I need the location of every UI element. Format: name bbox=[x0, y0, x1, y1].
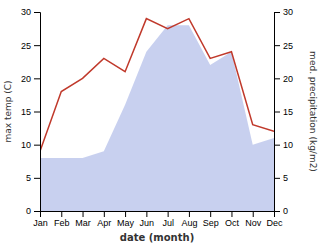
tick-label: 0 bbox=[283, 206, 288, 216]
tick: May bbox=[117, 211, 135, 228]
marks bbox=[40, 19, 274, 211]
tick-label: 10 bbox=[283, 140, 293, 150]
tick-label: Nov bbox=[245, 218, 262, 228]
tick-mark bbox=[34, 12, 40, 13]
tick-mark bbox=[125, 211, 126, 217]
tick-label: Aug bbox=[181, 218, 197, 228]
y2-axis-title: med. precipitation (kg/m2) bbox=[308, 51, 318, 172]
tick: 0 bbox=[274, 206, 288, 216]
tick-label: 30 bbox=[21, 7, 31, 17]
tick-mark bbox=[231, 211, 232, 217]
y-axis: 0 5 10 15 20 25 30 bbox=[21, 7, 41, 216]
tick-label: Jun bbox=[140, 218, 155, 228]
tick: 15 bbox=[274, 107, 293, 117]
x-axis-title: date (month) bbox=[120, 232, 194, 243]
tick-mark bbox=[34, 78, 40, 79]
x-axis: Jan Feb Mar Apr May Jun Jul Aug Sep Oct Nov Dec bbox=[33, 211, 283, 228]
axis-line bbox=[275, 13, 281, 212]
chart: JanFebMarAprMayJunJulAugSepOctNovDec0510… bbox=[0, 0, 318, 247]
y2-axis: 0 5 10 15 20 25 30 bbox=[274, 7, 293, 216]
tick-mark bbox=[168, 211, 169, 217]
tick-mark bbox=[34, 145, 40, 146]
tick-label: Feb bbox=[54, 218, 70, 228]
tick-label: 5 bbox=[283, 173, 288, 183]
tick-mark bbox=[274, 12, 280, 13]
tick: Nov bbox=[245, 211, 262, 228]
tick: 30 bbox=[21, 7, 40, 17]
tick-label: 25 bbox=[283, 41, 293, 51]
tick-label: Oct bbox=[225, 218, 240, 228]
tick-label: Sep bbox=[203, 218, 219, 228]
tick-label: Mar bbox=[75, 218, 91, 228]
temp-line bbox=[40, 19, 274, 152]
tick: 10 bbox=[274, 140, 293, 150]
tick: 10 bbox=[21, 140, 40, 150]
tick-label: 0 bbox=[26, 206, 31, 216]
tick-mark bbox=[274, 145, 280, 146]
tick: Oct bbox=[225, 211, 240, 228]
tick-label: Jan bbox=[33, 218, 48, 228]
tick-mark bbox=[83, 211, 84, 217]
tick-mark bbox=[274, 45, 280, 46]
tick-label: May bbox=[117, 218, 135, 228]
precip-area bbox=[40, 25, 274, 211]
tick-mark bbox=[104, 211, 105, 217]
axis-line bbox=[41, 212, 275, 218]
tick: Aug bbox=[181, 211, 197, 228]
tick-mark bbox=[274, 211, 280, 212]
tick: 25 bbox=[21, 41, 40, 51]
tick: 0 bbox=[26, 206, 40, 216]
plot: JanFebMarAprMayJunJulAugSepOctNovDec0510… bbox=[21, 7, 293, 228]
tick: Mar bbox=[75, 211, 91, 228]
tick-label: Jul bbox=[162, 218, 174, 228]
tick-mark bbox=[210, 211, 211, 217]
axis-line bbox=[34, 13, 41, 212]
tick-label: 15 bbox=[283, 107, 293, 117]
tick-label: 20 bbox=[283, 74, 293, 84]
tick-mark bbox=[61, 211, 62, 217]
tick: Feb bbox=[54, 211, 70, 228]
tick-mark bbox=[253, 211, 254, 217]
tick-label: 25 bbox=[21, 41, 31, 51]
tick-mark bbox=[34, 211, 40, 212]
tick-mark bbox=[189, 211, 190, 217]
tick-mark bbox=[34, 178, 40, 179]
tick-label: 15 bbox=[21, 107, 31, 117]
tick: 5 bbox=[26, 173, 40, 183]
tick-mark bbox=[274, 112, 280, 113]
tick: Dec bbox=[266, 211, 283, 228]
tick-mark bbox=[274, 78, 280, 79]
tick-mark bbox=[34, 45, 40, 46]
tick-label: 20 bbox=[21, 74, 31, 84]
tick-label: 30 bbox=[283, 7, 293, 17]
tick-label: 10 bbox=[21, 140, 31, 150]
tick: 25 bbox=[274, 41, 293, 51]
tick: Jul bbox=[162, 211, 174, 228]
tick: Apr bbox=[97, 211, 111, 228]
tick-label: Apr bbox=[97, 218, 111, 228]
tick-label: 5 bbox=[26, 173, 31, 183]
tick: Sep bbox=[203, 211, 219, 228]
tick: Jun bbox=[140, 211, 155, 228]
tick: 30 bbox=[274, 7, 293, 17]
tick: Jan bbox=[33, 211, 48, 228]
tick: 20 bbox=[274, 74, 293, 84]
tick-label: Dec bbox=[266, 218, 283, 228]
tick: 20 bbox=[21, 74, 40, 84]
tick-mark bbox=[146, 211, 147, 217]
tick-mark bbox=[34, 112, 40, 113]
tick: 5 bbox=[274, 173, 288, 183]
y-axis-title: max temp (C) bbox=[3, 80, 13, 142]
tick: 15 bbox=[21, 107, 40, 117]
tick-mark bbox=[274, 178, 280, 179]
